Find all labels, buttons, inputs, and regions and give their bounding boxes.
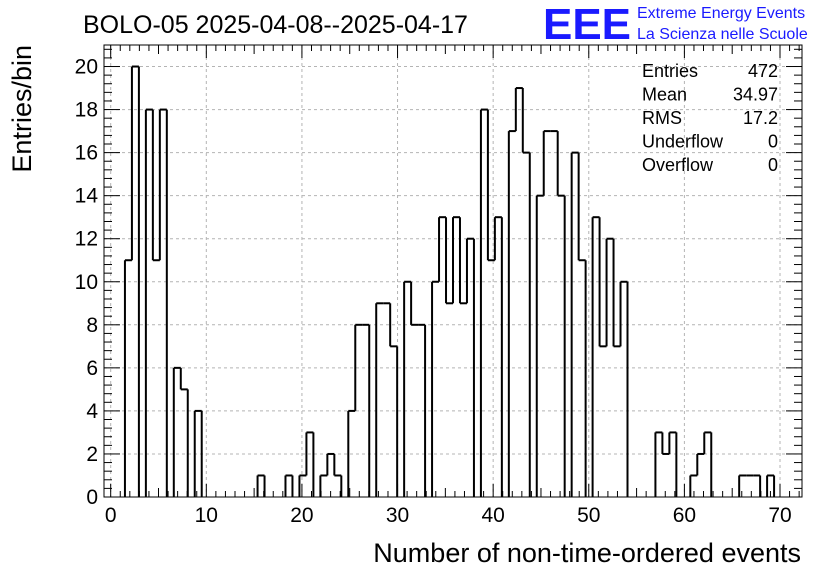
y-tick-label: 2 [86, 443, 98, 466]
axis-ticks [104, 45, 802, 498]
y-tick-label: 8 [86, 314, 98, 337]
stats-label: RMS [642, 108, 682, 128]
stats-value: 0 [768, 132, 778, 152]
stats-label: Underflow [642, 132, 724, 152]
y-tick-label: 12 [75, 228, 98, 251]
x-tick-label: 20 [290, 504, 313, 527]
y-tick-label: 6 [86, 357, 98, 380]
plot-frame [103, 44, 803, 498]
y-axis-label: Entries/bin [7, 45, 37, 173]
y-tick-label: 10 [75, 271, 98, 294]
stats-value: 17.2 [743, 108, 778, 128]
stats-box: Entries 472 Mean 34.97 RMS 17.2 Underflow 0 Over… [642, 61, 778, 175]
y-tick-label: 14 [75, 185, 99, 208]
y-tick-label: 18 [75, 99, 98, 122]
x-tick-label: 40 [481, 504, 504, 527]
stats-value: 0 [768, 155, 778, 175]
stats-label: Entries [642, 61, 698, 81]
eee-logo-line2: La Scienza nelle Scuole [637, 26, 808, 43]
y-tick-label: 16 [75, 142, 98, 165]
eee-logo-line1: Extreme Energy Events [637, 5, 805, 22]
y-tick-label: 0 [86, 486, 98, 509]
stats-value: 34.97 [733, 85, 778, 105]
x-tick-label: 30 [386, 504, 409, 527]
eee-logo: EEE Extreme Energy Events La Scienza nel… [543, 0, 808, 49]
y-tick-label: 20 [75, 56, 98, 79]
y-tick-label: 4 [86, 400, 98, 423]
eee-logo-mark: EEE [543, 0, 631, 49]
x-tick-label: 60 [673, 504, 696, 527]
stats-label: Overflow [642, 155, 714, 175]
chart-title: BOLO-05 2025-04-08--2025-04-17 [83, 11, 468, 39]
x-tick-label: 0 [105, 504, 117, 527]
x-tick-label: 70 [768, 504, 791, 527]
tick-labels: 0 10 20 30 40 50 60 70 0 2 4 6 8 10 12 14 16 18 20 [75, 56, 792, 527]
histogram-bars [123, 65, 776, 497]
stats-label: Mean [642, 85, 687, 105]
x-axis-label: Number of non-time-ordered events [373, 538, 801, 568]
x-tick-label: 10 [195, 504, 218, 527]
stats-value: 472 [748, 61, 778, 81]
x-tick-label: 50 [577, 504, 600, 527]
